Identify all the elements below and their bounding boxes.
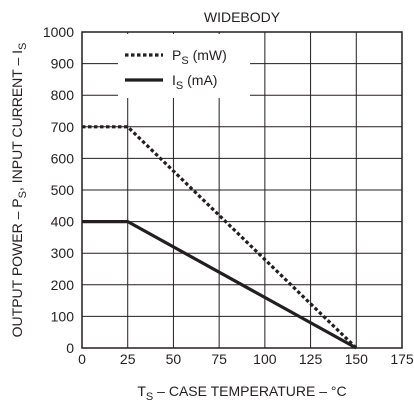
y-tick-label: 300 [51, 245, 75, 261]
x-tick-label: 150 [345, 351, 369, 367]
y-tick-label: 500 [51, 182, 75, 198]
y-tick-label: 700 [51, 119, 75, 135]
y-axis-label-rest: , INPUT CURRENT – I [9, 50, 25, 191]
series-line [82, 125, 358, 350]
series-line [82, 220, 358, 350]
legend-label: PS (mW) [172, 47, 227, 67]
series-layer [82, 125, 358, 350]
x-tick-label: 100 [253, 351, 277, 367]
x-tick-label: 0 [78, 351, 86, 367]
x-tick-label: 175 [390, 351, 414, 367]
x-axis-label-main: T [137, 383, 146, 399]
x-tick-label: 50 [166, 351, 182, 367]
plot-frame [81, 31, 403, 349]
legend: PS (mW) IS (mA) [118, 34, 250, 98]
y-tick-label: 0 [66, 340, 74, 356]
y-tick-label: 800 [51, 87, 75, 103]
x-tick-labels: 0 25 50 75 100 125 150 175 [78, 351, 414, 367]
legend-label: IS (mA) [172, 72, 217, 92]
y-axis-label-sub: S [17, 191, 29, 198]
y-tick-label: 600 [51, 150, 75, 166]
x-tick-label: 125 [299, 351, 323, 367]
chart-title: WIDEBODY [204, 9, 281, 25]
legend-background [118, 34, 250, 98]
y-axis-label-pre: OUTPUT POWER – P [9, 198, 25, 337]
y-tick-label: 400 [51, 214, 75, 230]
y-tick-label: 200 [51, 277, 75, 293]
y-axis-label-sub2: S [17, 43, 29, 50]
x-axis-label-sub: S [146, 391, 153, 403]
y-tick-label: 900 [51, 56, 75, 72]
y-axis-label: OUTPUT POWER – PS, INPUT CURRENT – IS [9, 43, 29, 338]
x-axis-label: TS – CASE TEMPERATURE – °C [137, 383, 346, 403]
y-tick-label: 1000 [43, 24, 74, 40]
y-tick-labels: 0 100 200 300 400 500 600 700 800 900 1000 [43, 24, 74, 356]
x-axis-label-rest: – CASE TEMPERATURE – °C [153, 383, 346, 399]
x-tick-label: 25 [120, 351, 136, 367]
y-tick-label: 100 [51, 308, 75, 324]
x-tick-label: 75 [211, 351, 227, 367]
